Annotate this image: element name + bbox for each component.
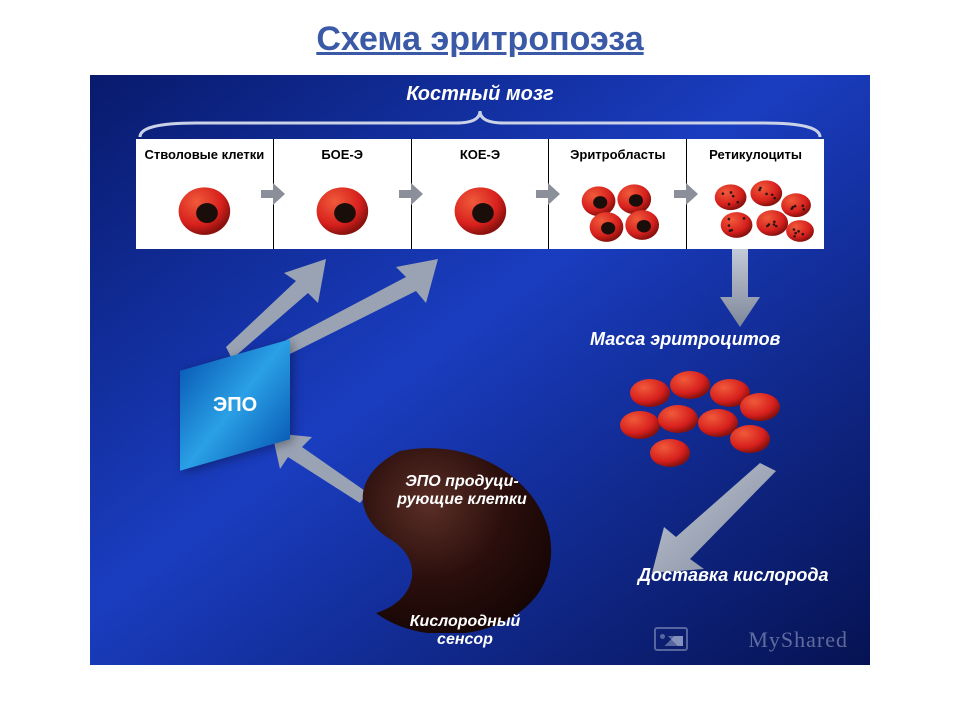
stage-arrow-icon: [261, 183, 285, 205]
stage-0: Стволовые клетки: [136, 139, 274, 249]
erythropoiesis-diagram: Костный мозг Стволовые клеткиБОЕ-ЭКОЕ-ЭЭ…: [90, 75, 870, 665]
kidney-shape: [330, 443, 560, 633]
stage-arrow-icon: [399, 183, 423, 205]
rbc-mass-cluster: [610, 363, 790, 473]
stage-2: КОЕ-Э: [412, 139, 550, 249]
watermark-text: MyShared: [748, 627, 848, 653]
stage-4: Ретикулоциты: [687, 139, 824, 249]
arrow-strip-to-rbcmass: [720, 249, 760, 327]
stage-body: [274, 169, 411, 249]
stage-label: Эритробласты: [549, 139, 686, 169]
stage-body: [412, 169, 549, 249]
stage-label: БОЕ-Э: [274, 139, 411, 169]
kidney-bottom-label: Кислородный сенсор: [380, 613, 550, 648]
stage-label: КОЕ-Э: [412, 139, 549, 169]
stage-body: [549, 169, 686, 249]
rbc-mass-label: Масса эритроцитов: [590, 329, 780, 350]
o2-delivery-label: Доставка кислорода: [638, 565, 828, 586]
stage-strip: Стволовые клеткиБОЕ-ЭКОЕ-ЭЭритробластыРе…: [136, 139, 824, 249]
stage-label: Стволовые клетки: [136, 139, 273, 169]
brace-icon: [136, 109, 824, 139]
arrow-rbcmass-to-o2: [630, 463, 800, 573]
stage-arrow-icon: [674, 183, 698, 205]
stage-3: Эритробласты: [549, 139, 687, 249]
page-title: Схема эритропоэза: [0, 0, 960, 75]
bone-marrow-label: Костный мозг: [90, 83, 870, 106]
kidney-top-label: ЭПО продуци-рующие клетки: [392, 473, 532, 508]
epo-label: ЭПО: [213, 394, 257, 417]
watermark-icon: [654, 627, 688, 651]
stage-1: БОЕ-Э: [274, 139, 412, 249]
stage-label: Ретикулоциты: [687, 139, 824, 169]
stage-body: [136, 169, 273, 249]
stage-arrow-icon: [536, 183, 560, 205]
stage-body: [687, 169, 824, 249]
